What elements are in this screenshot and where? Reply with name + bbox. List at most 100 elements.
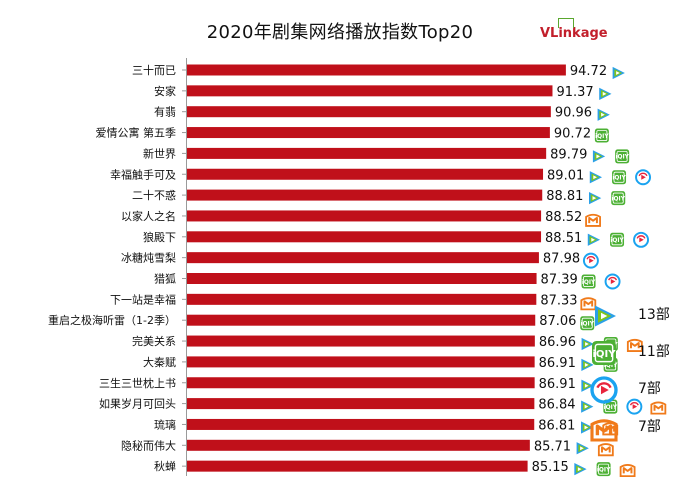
iqiyi-frame: [592, 341, 616, 365]
youku-icon: [582, 252, 599, 269]
category-label: 重启之极海听雷（1-2季）: [48, 313, 176, 327]
bar: [187, 460, 528, 472]
legend-label: 11部: [638, 344, 670, 360]
category-label: 二十不惑: [132, 188, 176, 202]
youku-arc: [636, 235, 646, 239]
mango-m: [653, 404, 664, 411]
brand-text: VLinkage: [540, 26, 608, 41]
iqiyi-letters: iQIY: [615, 155, 629, 161]
value-label: 85.71: [534, 439, 571, 454]
mango-m: [588, 216, 598, 224]
tencent-part-white: [601, 312, 608, 320]
value-label: 88.81: [546, 189, 583, 204]
bar: [187, 356, 535, 368]
youku-play: [639, 237, 644, 243]
bar: [187, 314, 536, 326]
mango-m: [601, 446, 611, 453]
iqiyi-icon: iQIY: [610, 232, 625, 247]
iqiyi-icon: iQIY: [612, 170, 627, 185]
youku-play: [610, 279, 616, 284]
iqiyi-inner: [616, 150, 628, 162]
category-label: 秋蝉: [154, 459, 176, 473]
value-label: 87.06: [539, 314, 576, 329]
bar: [187, 252, 539, 264]
iqiyi-icon: iQIY: [594, 128, 609, 143]
youku-play: [632, 404, 638, 410]
tencent-part-white: [584, 362, 589, 367]
category-label: 三生三世枕上书: [99, 376, 176, 390]
mango-m: [622, 467, 633, 474]
tencent-video-icon: [587, 233, 601, 246]
category-label: 冰糖炖雪梨: [121, 251, 176, 265]
mango-frame: [619, 464, 636, 478]
bar: [187, 168, 544, 180]
bar: [187, 377, 535, 389]
iqiyi-icon: iQIY: [596, 462, 611, 477]
tencent-video-icon: [576, 442, 589, 455]
category-label: 下一站是幸福: [110, 292, 176, 306]
iqiyi-inner: [583, 276, 595, 287]
tencent-video-icon: [597, 108, 610, 121]
bar: [187, 147, 547, 159]
tencent-video-icon: [612, 66, 625, 80]
bar: [187, 439, 530, 451]
value-label: 94.72: [570, 64, 607, 79]
mango-tv-icon: [585, 213, 601, 227]
iqiyi-inner: [611, 234, 623, 246]
iqiyi-frame: [611, 191, 626, 206]
youku-arc: [596, 382, 612, 389]
iqiyi-inner: [596, 130, 608, 142]
tencent-part-white: [585, 342, 589, 346]
category-label: 三十而已: [132, 63, 176, 77]
iqiyi-icon: iQIY: [592, 341, 616, 365]
brand-logo: VLinkage: [540, 18, 608, 41]
youku-icon: [604, 273, 621, 290]
legend-label: 7部: [638, 419, 661, 435]
mango-m: [583, 300, 594, 307]
iqiyi-inner: [612, 192, 624, 204]
iqiyi-icon: iQIY: [581, 274, 596, 289]
bar: [187, 293, 537, 305]
tencent-video-icon: [581, 400, 594, 413]
bar: [187, 335, 535, 347]
iqiyi-frame: [615, 149, 630, 164]
youku-icon: [633, 231, 650, 248]
youku-arc: [586, 256, 596, 260]
bar: [187, 127, 550, 139]
tencent-video-icon: [595, 305, 616, 327]
iqiyi-letters: iQIY: [610, 238, 624, 244]
tencent-video-icon: [580, 421, 594, 434]
category-label: 新世界: [143, 146, 176, 160]
youku-icon: [626, 398, 643, 415]
value-label: 87.98: [543, 252, 580, 267]
iqiyi-frame: [580, 316, 595, 331]
mango-m: [630, 342, 640, 349]
tencent-part-white: [584, 383, 589, 388]
mango-frame: [650, 401, 667, 415]
youku-arc: [608, 276, 618, 281]
tencent-part-white: [593, 175, 597, 180]
iqiyi-frame: [596, 462, 611, 477]
youku-arc: [638, 172, 648, 177]
iqiyi-letters: iQIY: [604, 405, 618, 411]
value-label: 86.91: [539, 377, 576, 392]
iqiyi-frame: [612, 170, 627, 185]
legend-icon: iQIY: [592, 341, 616, 365]
value-label: 87.39: [541, 273, 578, 288]
mango-tv-icon: [619, 464, 636, 478]
tencent-video-icon: [588, 191, 602, 205]
tencent-part-white: [592, 196, 597, 201]
house-icon: [558, 18, 574, 28]
value-label: 86.84: [538, 398, 575, 413]
tencent-part-white: [591, 237, 595, 242]
mango-frame: [626, 338, 643, 352]
iqiyi-letters: iQIY: [604, 363, 618, 369]
youku-arc: [629, 401, 639, 406]
tencent-video-icon: [592, 150, 606, 163]
mango-tv-icon: [626, 338, 643, 352]
bar: [187, 210, 542, 222]
value-label: 86.91: [539, 356, 576, 371]
tencent-video-icon: [599, 87, 612, 100]
iqiyi-letters: iQIY: [595, 134, 609, 140]
tencent-part-white: [580, 446, 584, 451]
